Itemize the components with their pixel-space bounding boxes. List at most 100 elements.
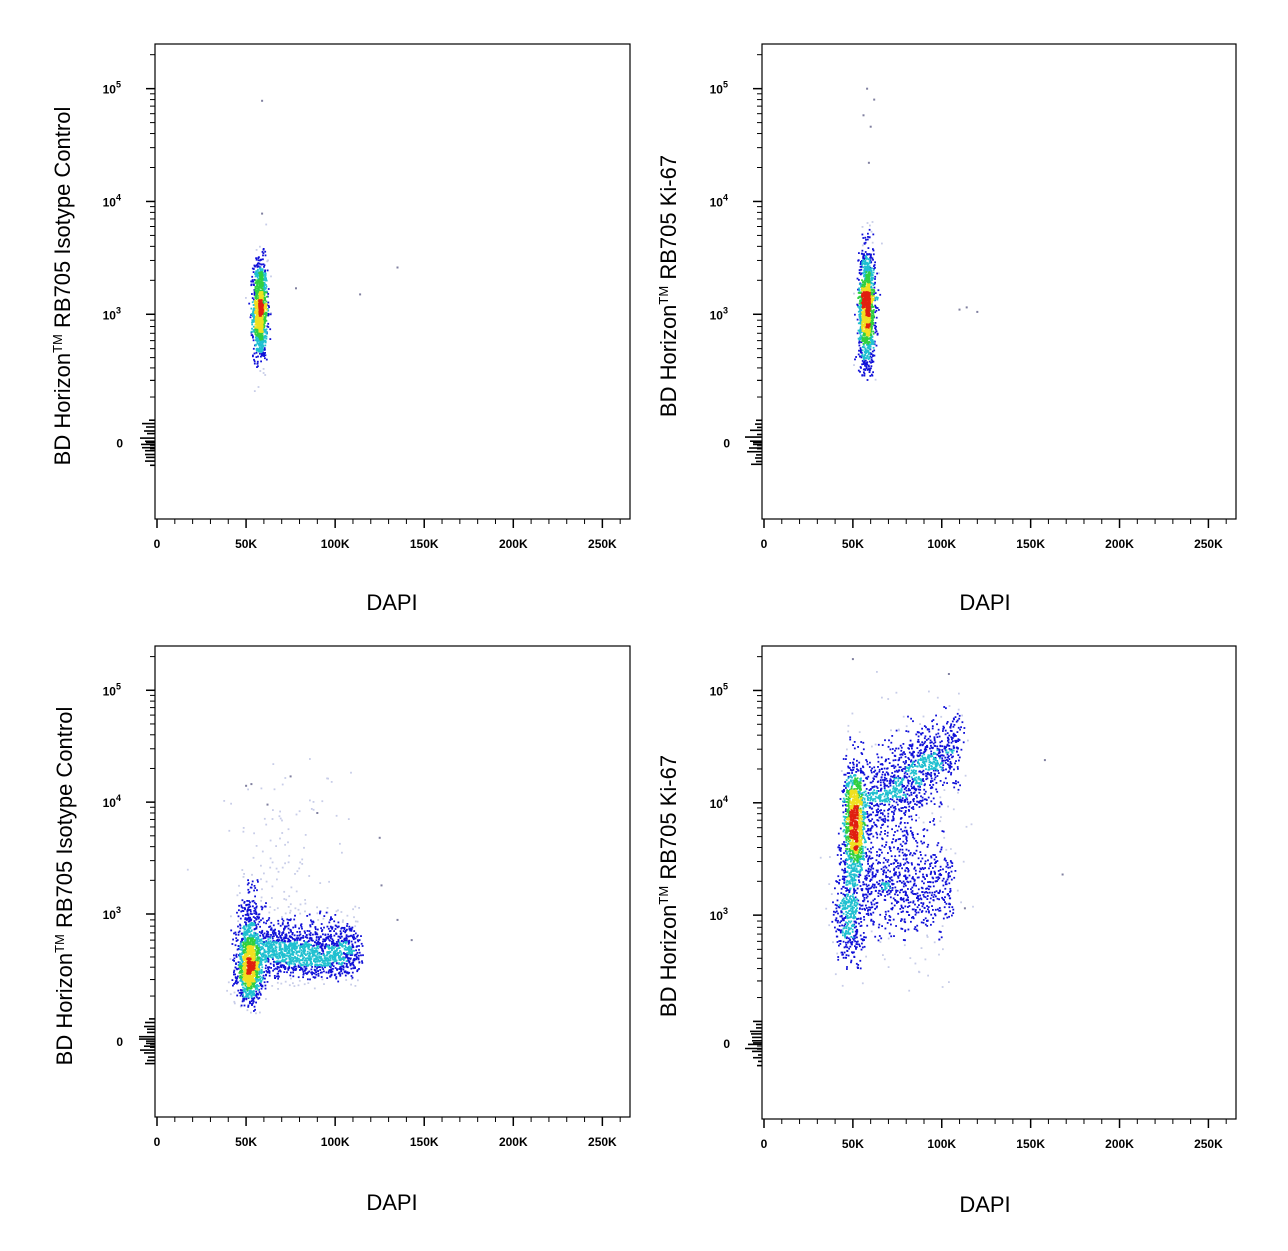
scatter-point bbox=[868, 287, 870, 290]
scatter-point bbox=[868, 228, 871, 231]
scatter-point bbox=[870, 327, 872, 330]
scatter-point bbox=[251, 873, 253, 876]
scatter-point bbox=[246, 903, 249, 906]
scatter-point bbox=[256, 978, 259, 980]
scatter-point bbox=[254, 309, 257, 312]
scatter-point bbox=[252, 315, 254, 318]
scatter-point bbox=[237, 945, 240, 948]
scatter-point bbox=[289, 945, 292, 947]
scatter-point bbox=[326, 945, 329, 948]
scatter-point bbox=[260, 297, 263, 299]
scatter-point bbox=[247, 920, 250, 923]
scatter-point bbox=[255, 926, 258, 928]
scatter-point bbox=[260, 348, 263, 351]
scatter-point bbox=[349, 929, 352, 932]
scatter-point bbox=[868, 324, 871, 327]
scatter-point bbox=[262, 252, 265, 255]
scatter-point bbox=[345, 934, 348, 937]
scatter-point bbox=[299, 959, 302, 962]
scatter-point bbox=[343, 952, 345, 954]
scatter-point bbox=[283, 890, 286, 893]
scatter-point bbox=[858, 344, 861, 347]
scatter-point bbox=[311, 923, 314, 925]
scatter-point bbox=[308, 954, 311, 957]
scatter-point bbox=[866, 295, 869, 298]
scatter-point bbox=[335, 943, 337, 945]
scatter-point bbox=[872, 248, 874, 250]
scatter-point bbox=[262, 331, 264, 333]
scatter-point bbox=[321, 961, 324, 964]
scatter-point bbox=[872, 346, 875, 349]
scatter-point bbox=[862, 262, 865, 265]
scatter-point bbox=[266, 957, 269, 959]
scatter-point bbox=[861, 253, 863, 255]
scatter-point bbox=[315, 971, 317, 974]
scatter-point bbox=[265, 290, 268, 293]
scatter-point bbox=[863, 326, 866, 329]
scatter-point bbox=[277, 975, 280, 977]
scatter-point bbox=[251, 267, 254, 270]
scatter-point bbox=[241, 947, 244, 949]
scatter-point bbox=[237, 920, 239, 923]
scatter-point bbox=[337, 940, 340, 943]
scatter-point bbox=[294, 926, 297, 928]
scatter-point bbox=[311, 962, 313, 965]
scatter-point bbox=[856, 332, 859, 335]
scatter-point bbox=[861, 311, 863, 314]
scatter-point bbox=[352, 908, 354, 911]
scatter-point bbox=[348, 957, 350, 960]
scatter-point bbox=[328, 952, 331, 955]
scatter-point bbox=[346, 953, 349, 956]
scatter-point bbox=[297, 944, 300, 947]
scatter-point bbox=[259, 321, 262, 324]
scatter-point bbox=[325, 911, 328, 914]
scatter-point bbox=[310, 964, 312, 967]
scatter-point bbox=[863, 314, 866, 317]
scatter-point bbox=[256, 290, 259, 292]
scatter-point bbox=[258, 281, 261, 283]
scatter-point bbox=[258, 310, 261, 313]
scatter-point bbox=[316, 965, 319, 968]
scatter-point bbox=[302, 973, 305, 976]
scatter-point bbox=[277, 970, 280, 973]
scatter-point bbox=[283, 944, 286, 947]
scatter-point bbox=[263, 273, 266, 276]
scatter-point bbox=[279, 817, 282, 820]
scatter-point bbox=[238, 954, 240, 956]
scatter-point bbox=[251, 922, 254, 924]
scatter-point bbox=[869, 355, 872, 358]
zero-histogram-ticks bbox=[140, 419, 155, 467]
scatter-point bbox=[255, 903, 257, 905]
scatter-point bbox=[871, 342, 873, 345]
scatter-point bbox=[348, 939, 351, 942]
scatter-point bbox=[342, 919, 344, 922]
scatter-point bbox=[255, 288, 258, 290]
scatter-point bbox=[866, 327, 869, 330]
scatter-point bbox=[255, 1001, 257, 1004]
scatter-point bbox=[869, 327, 871, 330]
scatter-point bbox=[862, 291, 865, 294]
scatter-point bbox=[309, 944, 312, 946]
scatter-point bbox=[233, 971, 235, 974]
scatter-point bbox=[296, 958, 298, 960]
scatter-point bbox=[865, 257, 868, 260]
scatter-point bbox=[335, 962, 338, 964]
scatter-point bbox=[348, 935, 351, 938]
scatter-point bbox=[256, 941, 259, 943]
scatter-point bbox=[259, 350, 262, 353]
scatter-point bbox=[314, 957, 317, 960]
scatter-point bbox=[862, 340, 864, 342]
scatter-point bbox=[264, 299, 267, 302]
scatter-point bbox=[293, 985, 296, 987]
scatter-point bbox=[257, 386, 260, 388]
scatter-point bbox=[317, 945, 319, 947]
scatter-point bbox=[264, 303, 267, 306]
scatter-point bbox=[331, 938, 334, 941]
scatter-point bbox=[256, 349, 258, 352]
scatter-point bbox=[304, 959, 306, 962]
scatter-point bbox=[865, 357, 868, 359]
scatter-point bbox=[254, 306, 257, 309]
scatter-point bbox=[283, 960, 286, 962]
scatter-point bbox=[348, 971, 351, 974]
scatter-point bbox=[252, 992, 254, 995]
